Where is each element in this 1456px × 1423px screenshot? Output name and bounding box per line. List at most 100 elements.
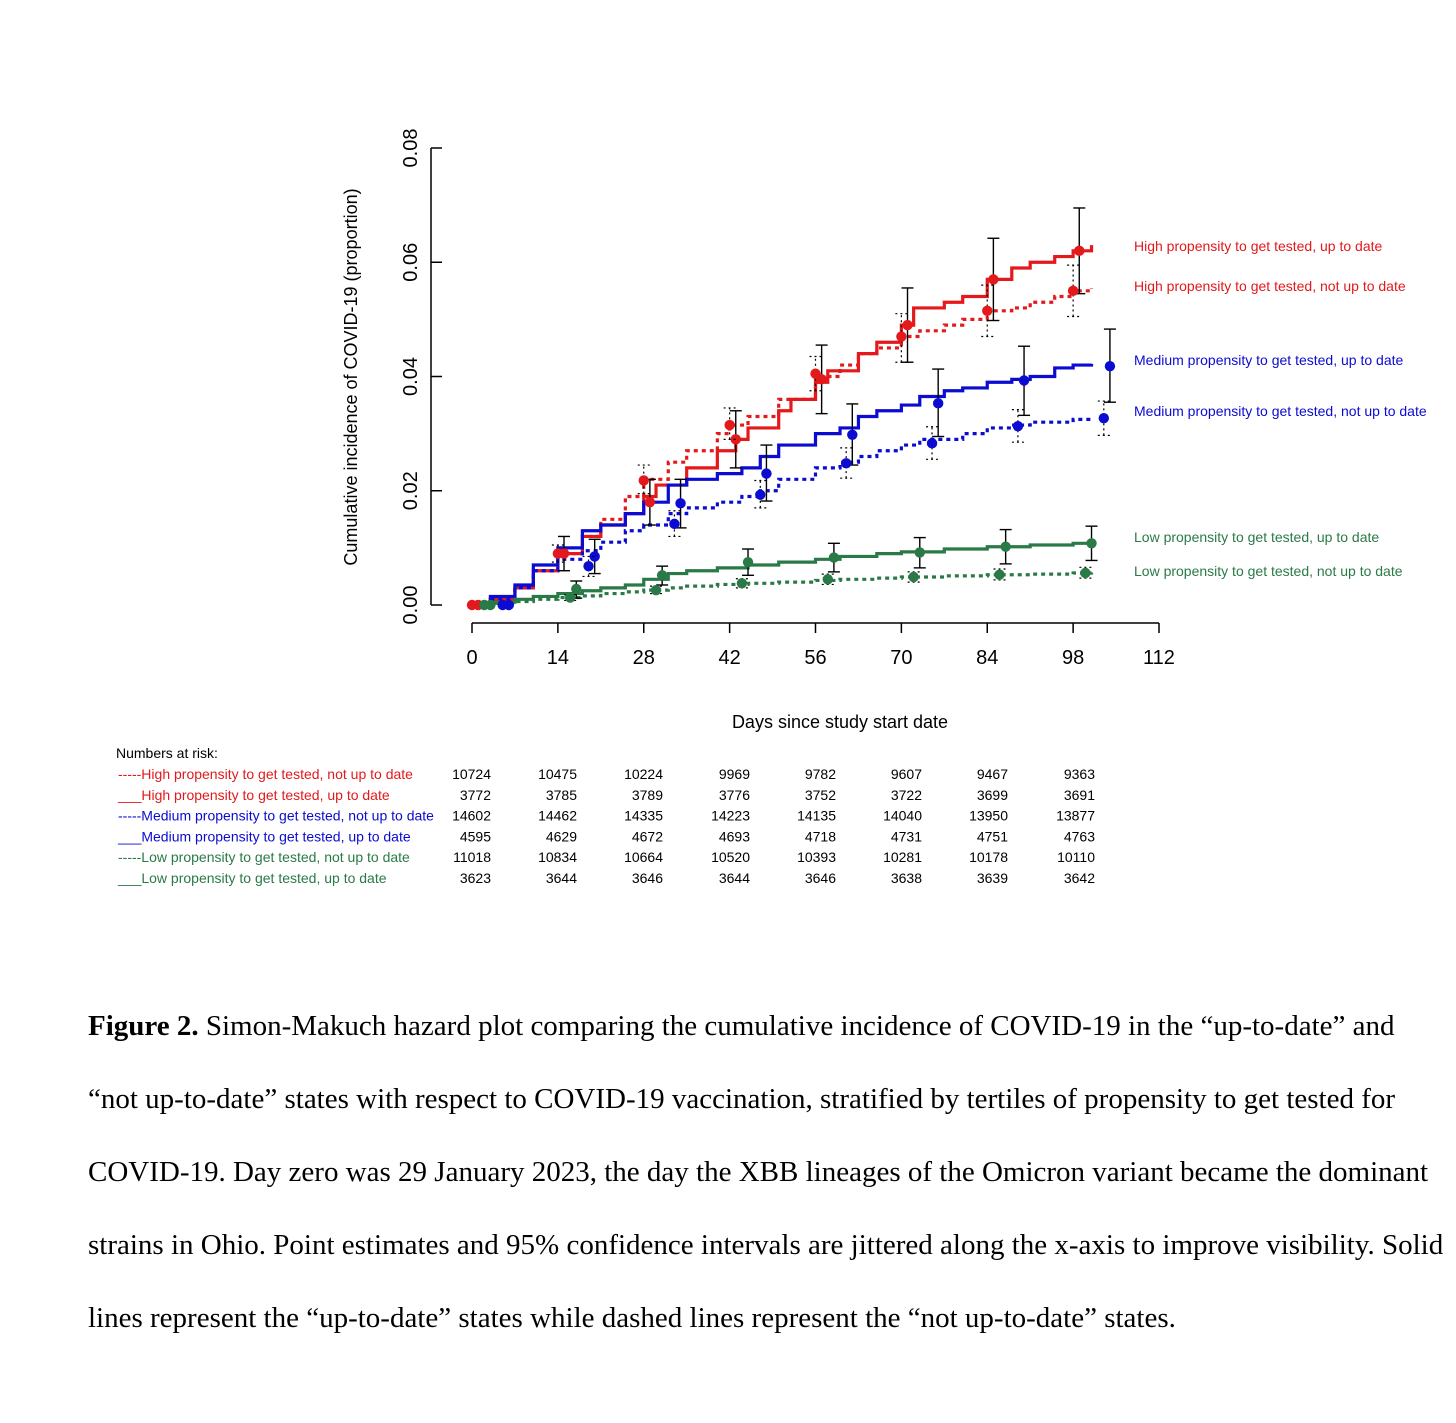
point-estimate [1074,245,1085,257]
y-axis-title: Cumulative incidence of COVID-19 (propor… [341,188,361,565]
legend-entry: Medium propensity to get tested, not up … [1134,403,1427,419]
y-tick-label: 0.08 [400,129,422,168]
point-estimate [589,551,600,562]
legend-entry: Low propensity to get tested, not up to … [1134,563,1403,579]
risk-cell: 10475 [538,766,577,782]
risk-cell: 9782 [805,766,836,782]
risk-cell: 3646 [632,870,663,886]
risk-cell: 14040 [883,808,922,824]
risk-row-label: -----Medium propensity to get tested, no… [118,808,434,824]
y-tick-label: 0.00 [400,586,422,625]
point-estimate [552,548,564,559]
point-estimate [908,571,919,583]
risk-cell: 3699 [977,787,1008,803]
point-estimate [736,578,748,589]
risk-cell: 9607 [891,766,922,782]
risk-cell: 10834 [538,849,577,865]
legend-entry: High propensity to get tested, up to dat… [1134,238,1382,254]
x-tick-label: 98 [1062,647,1084,669]
point-estimates [466,207,1116,611]
point-estimate [669,518,680,530]
risk-cell: 13950 [969,808,1008,824]
point-estimate [810,368,821,379]
axes: 0 14 28 42 56 70 84 98 112 Days since study start… [341,129,1175,732]
risk-cell: 10664 [624,849,663,865]
risk-cell: 4763 [1064,828,1095,844]
risk-cell: 14602 [452,808,491,824]
point-estimate [1067,285,1079,297]
risk-row-label: ___Low propensity to get tested, up to d… [117,870,387,886]
caption-label: Figure 2. [88,1010,199,1042]
risk-cell: 10110 [1057,849,1095,865]
point-estimate [638,475,649,486]
risk-cell: 10224 [624,766,663,782]
point-estimate [1086,538,1097,549]
risk-cell: 14223 [711,808,750,824]
risk-cell: 13877 [1056,808,1095,824]
risk-cell: 3752 [805,787,836,803]
risk-row-label: ___High propensity to get tested, up to … [117,787,390,803]
risk-cell: 4595 [460,828,491,844]
point-estimate [932,398,944,409]
point-estimate [742,556,754,568]
risk-cell: 3623 [460,870,491,886]
x-tick-label: 0 [466,647,477,669]
risk-cell: 4629 [546,828,577,844]
x-tick-label: 14 [547,647,569,669]
risk-row-label: ___Medium propensity to get tested, up t… [117,828,411,844]
point-estimate [497,599,508,611]
figure-caption: Figure 2. Simon-Makuch hazard plot compa… [88,990,1450,1355]
risk-table-title: Numbers at risk: [116,745,218,761]
risk-cell: 4693 [719,828,750,844]
point-estimate [982,305,993,317]
y-tick-label: 0.04 [400,357,422,396]
risk-cell: 3642 [1064,870,1095,886]
point-estimate [730,434,741,445]
point-estimate [1080,567,1091,579]
legend-entry: Medium propensity to get tested, up to d… [1134,352,1403,368]
x-tick-label: 112 [1143,647,1175,669]
risk-cell: 9363 [1064,766,1095,782]
x-tick-label: 42 [719,647,741,669]
point-estimate [926,438,938,449]
x-tick-label: 28 [633,647,655,669]
risk-cell: 3691 [1064,787,1095,803]
point-estimate [840,458,852,469]
point-estimate [828,552,840,563]
point-estimate [1098,413,1109,424]
series-line [472,363,1094,607]
point-estimate [755,489,766,500]
risk-cell: 4672 [632,828,663,844]
x-axis-title: Days since study start date [732,712,948,732]
risk-cell: 10393 [797,849,836,865]
point-estimate [761,468,772,479]
point-estimate [914,547,925,558]
point-estimate [644,496,656,508]
risk-cell: 3644 [719,870,750,886]
risk-cell: 10520 [711,849,750,865]
point-estimate [479,599,490,611]
point-estimate [724,419,735,431]
risk-cell: 10724 [452,766,491,782]
risk-cell: 3644 [546,870,577,886]
risk-cell: 3776 [719,787,750,803]
legend-entry: High propensity to get tested, not up to… [1134,278,1406,294]
risk-row-label: -----High propensity to get tested, not … [118,766,413,782]
point-estimate [675,498,686,509]
risk-cell: 14462 [538,808,577,824]
risk-cell: 3638 [891,870,922,886]
risk-cell: 4718 [805,828,836,844]
y-tick-label: 0.02 [400,471,422,510]
risk-cell: 11018 [453,849,491,865]
point-estimate [988,274,999,285]
risk-cell: 14135 [797,808,836,824]
risk-cell: 3789 [632,787,663,803]
risk-cell: 3646 [805,870,836,886]
point-estimate [571,583,582,595]
risk-cell: 3722 [891,787,922,803]
risk-cell: 9467 [977,766,1008,782]
x-tick-label: 56 [804,647,826,669]
point-estimate [1000,541,1011,552]
point-estimate [1104,361,1116,372]
risk-cell: 4731 [891,828,922,844]
